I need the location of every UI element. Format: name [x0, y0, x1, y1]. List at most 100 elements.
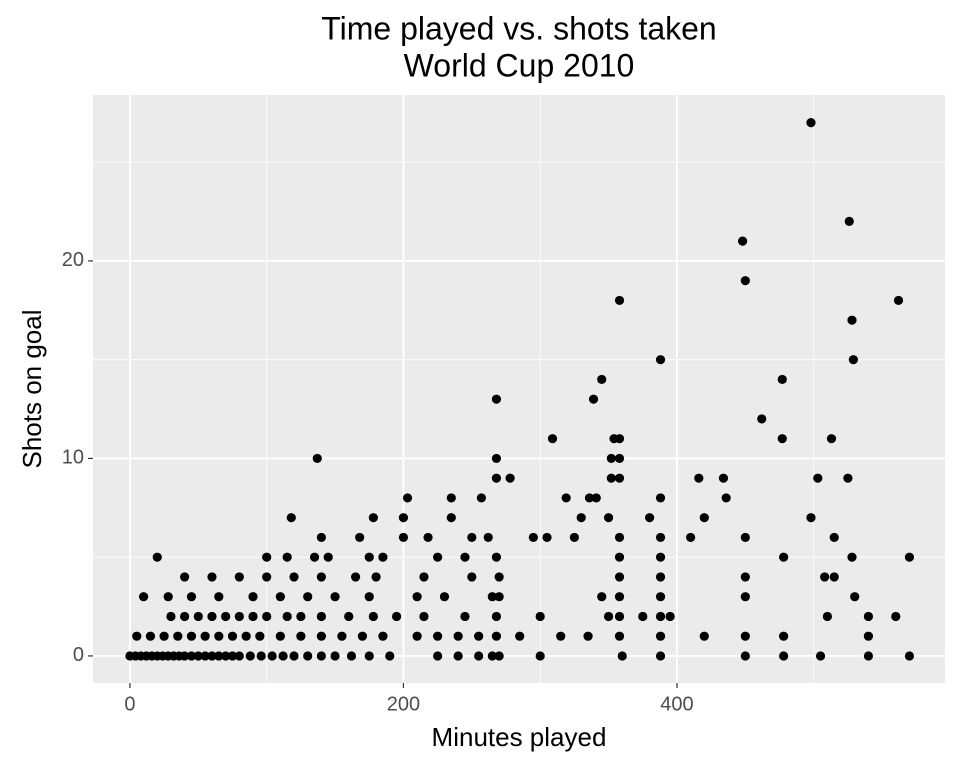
point	[718, 473, 729, 483]
point	[528, 532, 538, 543]
point	[655, 493, 666, 503]
point	[655, 355, 666, 365]
point	[312, 453, 322, 464]
point	[617, 651, 627, 661]
point	[494, 592, 504, 602]
point	[139, 592, 149, 602]
point	[655, 572, 666, 582]
point	[453, 631, 463, 641]
point	[603, 611, 614, 622]
panel	[93, 95, 945, 683]
point	[303, 592, 313, 602]
point	[289, 572, 299, 582]
point	[467, 572, 477, 582]
point	[344, 611, 354, 622]
point	[614, 532, 625, 543]
point	[614, 453, 625, 464]
point	[904, 651, 915, 661]
point	[491, 611, 502, 622]
point	[779, 631, 789, 641]
point	[614, 592, 625, 602]
point	[282, 611, 292, 622]
point	[346, 651, 357, 661]
point	[423, 532, 433, 543]
point	[655, 552, 666, 562]
point	[368, 513, 378, 523]
point	[163, 592, 173, 602]
point	[740, 532, 750, 543]
point	[893, 295, 904, 306]
point	[603, 513, 614, 523]
point	[214, 592, 224, 602]
point	[355, 532, 365, 543]
point	[597, 592, 607, 602]
point	[829, 532, 839, 543]
point	[591, 493, 601, 503]
point	[584, 493, 595, 503]
point	[491, 394, 502, 404]
point	[638, 611, 648, 622]
point	[419, 611, 429, 622]
point	[665, 611, 675, 622]
point	[207, 572, 217, 582]
point	[234, 651, 244, 661]
point	[166, 611, 176, 622]
point	[433, 631, 443, 641]
point	[173, 631, 183, 641]
point	[385, 651, 395, 661]
point	[316, 532, 326, 543]
point	[505, 473, 515, 483]
point	[214, 631, 224, 641]
point	[542, 532, 552, 543]
point	[159, 631, 169, 641]
point	[863, 611, 874, 622]
point	[547, 434, 558, 444]
y-axis-title: Shots on goal	[17, 309, 47, 468]
point	[282, 552, 292, 562]
point	[433, 651, 443, 661]
x-tick-label: 200	[387, 693, 420, 715]
point	[262, 552, 272, 562]
point	[606, 453, 616, 464]
point	[699, 631, 709, 641]
point	[227, 651, 238, 661]
point	[535, 651, 545, 661]
point	[357, 631, 368, 641]
point	[248, 611, 258, 622]
point	[200, 651, 210, 661]
point	[491, 473, 502, 483]
point	[740, 631, 750, 641]
y-tick-label: 10	[62, 447, 84, 469]
point	[439, 592, 450, 602]
point	[606, 473, 616, 483]
point	[904, 552, 915, 562]
point	[777, 374, 787, 385]
point	[614, 611, 625, 622]
point	[614, 552, 625, 562]
point	[467, 532, 477, 543]
point	[460, 611, 470, 622]
point	[364, 651, 374, 661]
point	[364, 592, 374, 602]
point	[262, 611, 272, 622]
point	[850, 592, 860, 602]
point	[843, 473, 853, 483]
point	[483, 532, 493, 543]
point	[813, 473, 823, 483]
point	[262, 572, 272, 582]
point	[535, 611, 545, 622]
point	[460, 552, 470, 562]
point	[200, 631, 210, 641]
point	[487, 592, 497, 602]
point	[699, 513, 709, 523]
point	[186, 651, 197, 661]
point	[777, 434, 787, 444]
point	[826, 434, 837, 444]
point	[655, 592, 666, 602]
point	[221, 611, 231, 622]
point	[891, 611, 901, 622]
point	[847, 552, 857, 562]
point	[614, 434, 625, 444]
chart-title: Time played vs. shots taken	[321, 10, 716, 46]
point	[614, 295, 625, 306]
